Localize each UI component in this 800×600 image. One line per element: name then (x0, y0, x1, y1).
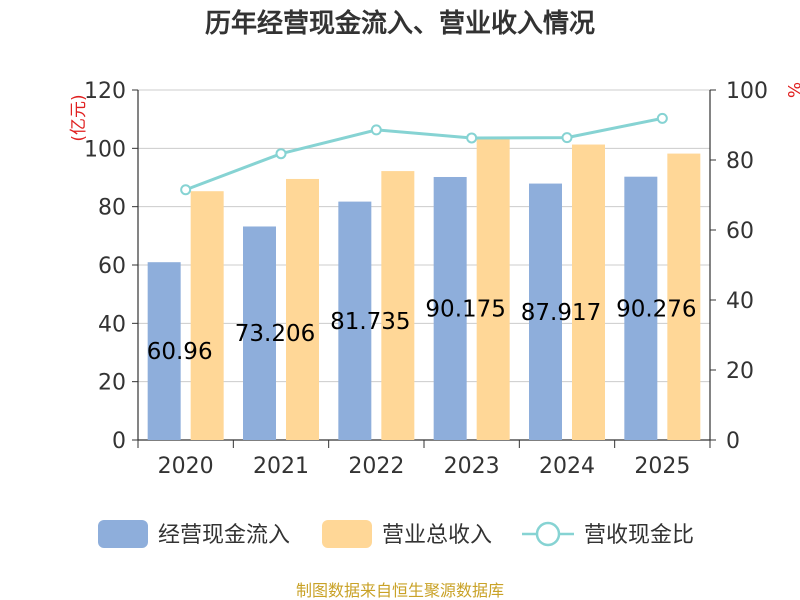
bar-total-revenue (286, 178, 319, 441)
bar-cash-inflow (338, 201, 372, 440)
right-tick-label: 100 (726, 79, 768, 104)
ratio-point (656, 112, 668, 124)
chart-title: 历年经营现金流入、营业收入情况 (205, 8, 595, 39)
data-label-cash-inflow: 90.276 (616, 296, 696, 322)
x-tick-label: 2023 (444, 454, 500, 479)
x-tick-label: 2021 (253, 454, 309, 479)
bar-cash-inflow (624, 176, 658, 440)
bar-cash-inflow (243, 226, 276, 440)
data-label-cash-inflow: 73.206 (235, 321, 315, 347)
legend-label-cash-inflow: 经营现金流入 (158, 523, 290, 548)
ratio-point (275, 148, 287, 160)
x-tick-label: 2020 (158, 454, 214, 479)
left-tick-label: 60 (98, 254, 126, 279)
right-tick-label: 0 (726, 429, 740, 454)
axes: 020406080100120020406080100(亿元)%20202021… (69, 79, 800, 479)
left-tick-label: 100 (84, 137, 126, 162)
ratio-point (180, 184, 192, 196)
bar-total-revenue (572, 144, 605, 440)
left-tick-label: 20 (98, 371, 126, 396)
data-label-cash-inflow: 87.917 (521, 300, 601, 326)
bar-total-revenue (190, 191, 224, 440)
bar-total-revenue (476, 139, 510, 440)
grid-lines (138, 89, 710, 383)
ratio-point (561, 132, 573, 144)
right-tick-label: 60 (726, 219, 754, 244)
data-label-cash-inflow: 90.175 (425, 296, 505, 322)
legend-label-ratio: 营收现金比 (584, 523, 694, 548)
left-tick-label: 0 (112, 429, 126, 454)
legend: 经营现金流入 营业总收入 营收现金比 (98, 520, 694, 548)
left-axis-unit: (亿元) (69, 94, 89, 141)
bar-total-revenue (381, 171, 415, 441)
left-tick-label: 40 (98, 312, 126, 337)
right-tick-label: 80 (726, 149, 754, 174)
right-tick-label: 20 (726, 359, 754, 384)
x-tick-label: 2024 (539, 454, 595, 479)
data-labels: 60.96 73.206 81.735 90.175 87.917 90.276 (147, 296, 697, 365)
bars (147, 139, 701, 441)
legend-swatch-cash-inflow (98, 520, 148, 548)
ratio-point (370, 124, 382, 136)
legend-label-total-revenue: 营业总收入 (382, 523, 492, 548)
ratio-point (466, 132, 478, 144)
left-tick-label: 80 (98, 196, 126, 221)
data-label-cash-inflow: 60.96 (147, 339, 213, 365)
bar-cash-inflow (147, 262, 181, 440)
left-tick-label: 120 (84, 79, 126, 104)
bar-total-revenue (667, 153, 701, 441)
legend-marker-ratio (535, 521, 561, 547)
bar-cash-inflow (529, 183, 562, 440)
data-label-cash-inflow: 81.735 (330, 309, 410, 335)
bar-cash-inflow (433, 176, 467, 441)
x-tick-label: 2022 (348, 454, 404, 479)
legend-swatch-total-revenue (322, 520, 372, 548)
source-note: 制图数据来自恒生聚源数据库 (296, 581, 504, 600)
x-tick-label: 2025 (634, 454, 690, 479)
ratio-line (180, 112, 668, 196)
ratio-line-path (185, 116, 663, 192)
right-tick-label: 40 (726, 289, 754, 314)
right-axis-unit: % (783, 82, 800, 98)
